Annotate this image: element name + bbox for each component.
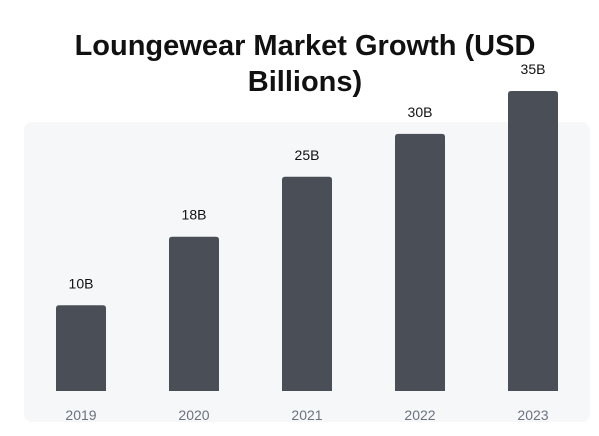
value-label-2020: 18B — [182, 207, 207, 223]
value-label-2023: 35B — [521, 61, 546, 77]
chart-title: Loungewear Market Growth (USD Billions) — [74, 30, 536, 98]
value-label-2022: 30B — [408, 104, 433, 120]
x-tick-label-2022: 2022 — [404, 407, 435, 423]
bars-group — [56, 91, 558, 392]
x-tick-label-2021: 2021 — [291, 407, 322, 423]
bar-2020 — [169, 236, 219, 391]
bar-2021 — [282, 176, 332, 391]
value-label-2021: 25B — [295, 147, 320, 163]
x-tick-label-2020: 2020 — [178, 407, 209, 423]
bar-2019 — [56, 305, 106, 391]
bar-2022 — [395, 133, 445, 391]
x-tick-label-2023: 2023 — [517, 407, 548, 423]
value-labels-group: 10B 18B 25B 30B 35B — [69, 61, 546, 291]
x-axis-tick-labels: 2019 2020 2021 2022 2023 — [65, 407, 548, 423]
value-label-2019: 10B — [69, 275, 94, 291]
x-tick-label-2019: 2019 — [65, 407, 96, 423]
bar-2023 — [508, 91, 558, 392]
